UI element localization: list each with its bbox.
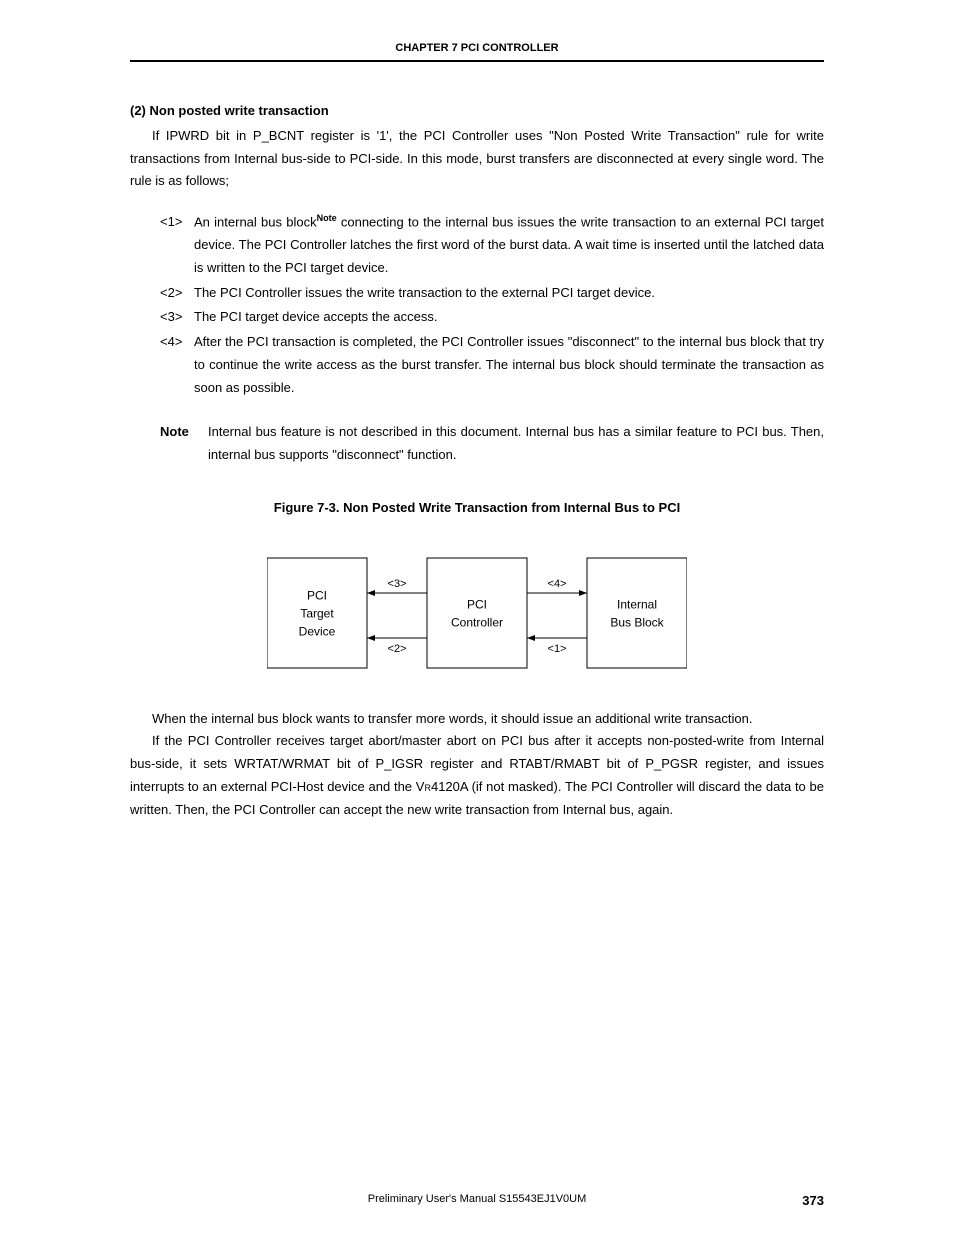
intro-text: If IPWRD bit in P_BCNT register is '1', … xyxy=(130,128,824,189)
svg-text:Target: Target xyxy=(300,606,334,620)
list-text: The PCI target device accepts the access… xyxy=(194,306,824,329)
list-marker: <2> xyxy=(160,282,194,305)
svg-text:Bus Block: Bus Block xyxy=(610,615,664,629)
list-marker: <3> xyxy=(160,306,194,329)
figure-title: Figure 7-3. Non Posted Write Transaction… xyxy=(130,497,824,520)
svg-text:Device: Device xyxy=(299,624,336,638)
list-item: <2> The PCI Controller issues the write … xyxy=(160,282,824,305)
figure-wrap: PCI Target Device PCI Controller Internal Bus … xyxy=(130,548,824,678)
page: CHAPTER 7 PCI CONTROLLER (2) Non posted … xyxy=(0,0,954,1235)
list-item: <4> After the PCI transaction is complet… xyxy=(160,331,824,399)
svg-text:<4>: <4> xyxy=(548,578,567,590)
post-paragraph-1: When the internal bus block wants to tra… xyxy=(130,708,824,731)
section-heading: (2) Non posted write transaction xyxy=(130,100,824,123)
post-paragraph-2: If the PCI Controller receives target ab… xyxy=(130,730,824,821)
list-text: An internal bus blockNote connecting to … xyxy=(194,211,824,280)
list-item: <3> The PCI target device accepts the ac… xyxy=(160,306,824,329)
content-area: (2) Non posted write transaction If IPWR… xyxy=(130,100,824,821)
svg-text:PCI: PCI xyxy=(307,588,327,602)
list-text-pre: An internal bus block xyxy=(194,214,317,229)
note-block: Note Internal bus feature is not describ… xyxy=(160,421,824,467)
svg-text:<2>: <2> xyxy=(388,643,407,655)
ordered-steps: <1> An internal bus blockNote connecting… xyxy=(160,211,824,399)
post-text-1: When the internal bus block wants to tra… xyxy=(152,711,752,726)
note-label: Note xyxy=(160,421,208,467)
list-text: The PCI Controller issues the write tran… xyxy=(194,282,824,305)
chapter-title: CHAPTER 7 PCI CONTROLLER xyxy=(395,42,558,54)
list-item: <1> An internal bus blockNote connecting… xyxy=(160,211,824,280)
note-superscript: Note xyxy=(317,213,337,223)
svg-text:Controller: Controller xyxy=(451,615,503,629)
list-marker: <1> xyxy=(160,211,194,280)
list-text: After the PCI transaction is completed, … xyxy=(194,331,824,399)
svg-text:<3>: <3> xyxy=(388,578,407,590)
note-text: Internal bus feature is not described in… xyxy=(208,421,824,467)
footer-center: Preliminary User's Manual S15543EJ1V0UM xyxy=(130,1193,824,1205)
figure-diagram: PCI Target Device PCI Controller Internal Bus … xyxy=(267,548,687,678)
svg-text:PCI: PCI xyxy=(467,597,487,611)
svg-text:Internal: Internal xyxy=(617,597,657,611)
svg-text:<1>: <1> xyxy=(548,643,567,655)
chapter-header: CHAPTER 7 PCI CONTROLLER xyxy=(130,42,824,62)
page-number: 373 xyxy=(802,1193,824,1208)
list-marker: <4> xyxy=(160,331,194,399)
intro-paragraph: If IPWRD bit in P_BCNT register is '1', … xyxy=(130,125,824,193)
